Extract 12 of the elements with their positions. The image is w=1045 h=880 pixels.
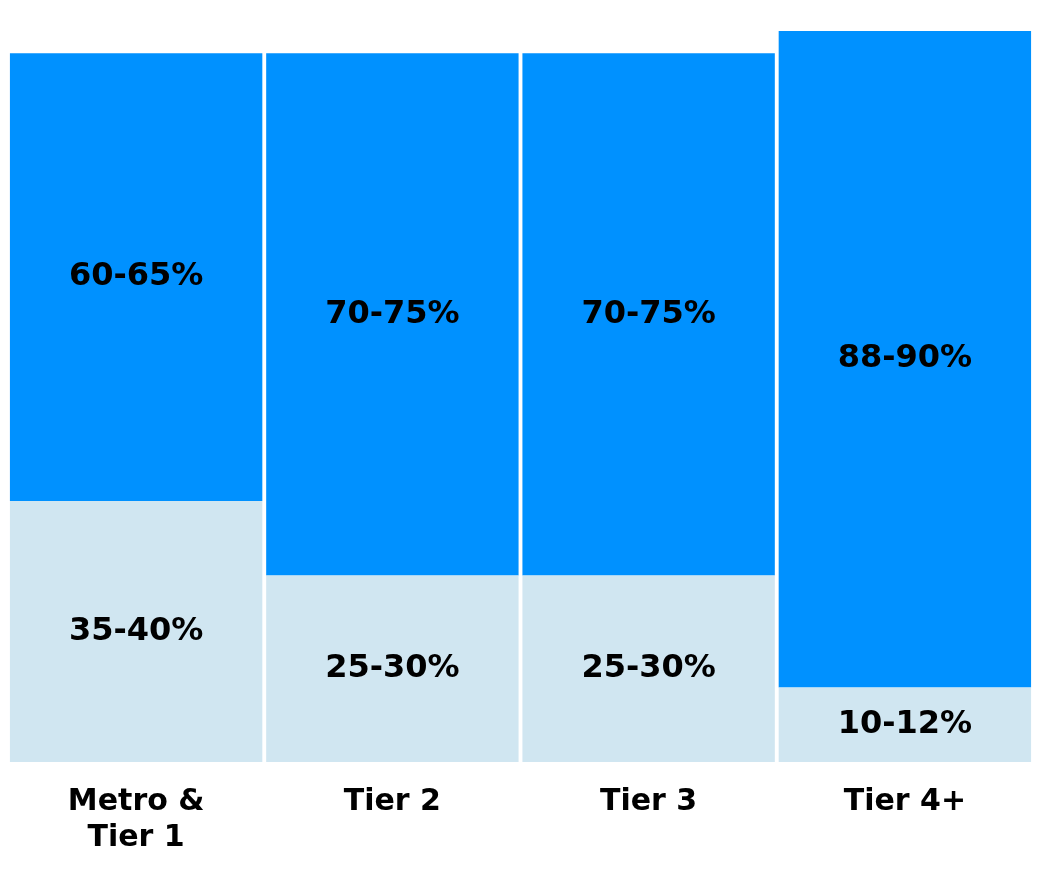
data-label: 70-75%	[581, 292, 716, 331]
x-tick-label: Tier 4+	[843, 781, 967, 817]
data-label: 25-30%	[581, 647, 716, 686]
data-label: 70-75%	[325, 292, 460, 331]
data-label: 35-40%	[68, 609, 204, 648]
x-tick-label: Tier 3	[600, 781, 698, 817]
x-tick-label: Metro & Tier 1	[67, 781, 205, 853]
data-label: 88-90%	[837, 337, 973, 376]
data-label: 10-12%	[837, 703, 973, 742]
data-label: 25-30%	[325, 647, 460, 686]
data-label: 60-65%	[68, 255, 204, 294]
x-tick-label: Tier 2	[343, 781, 441, 817]
